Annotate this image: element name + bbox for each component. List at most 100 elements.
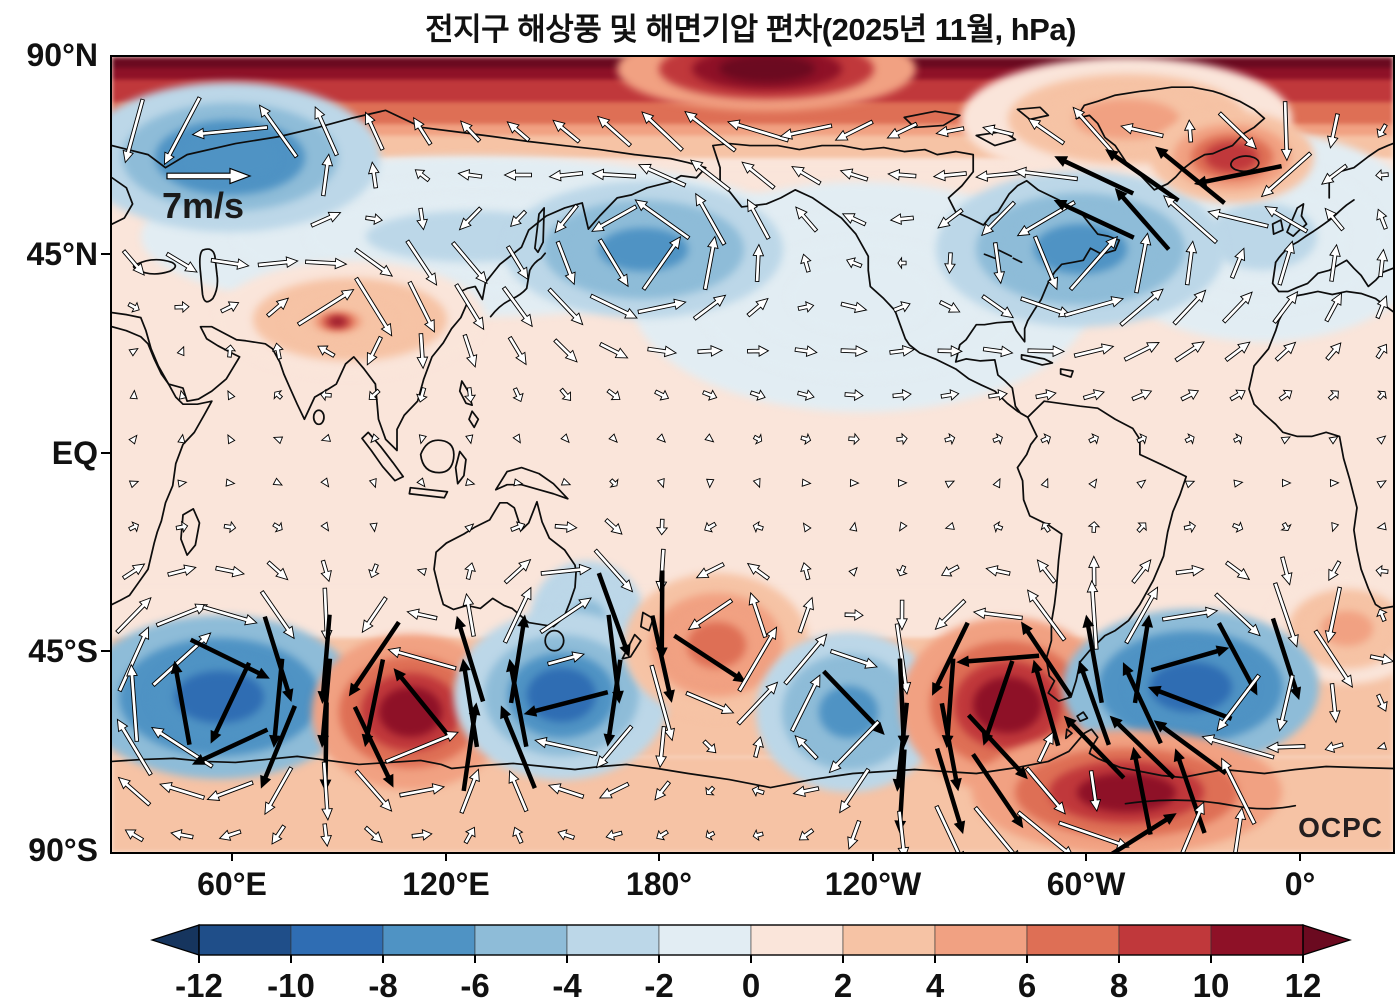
colorbar-segment [1118,924,1212,956]
wind-arrow [552,119,581,144]
wind-arrow [1270,617,1302,701]
wind-arrow [1088,770,1102,813]
wind-arrow [539,597,592,635]
wind-arrow [202,604,258,626]
wind-arrow [797,301,815,313]
colorbar-tick-label: -12 [175,967,223,1004]
lat-label-eq: EQ [51,435,98,471]
wind-arrow [1376,123,1388,138]
anomaly-contour-ring [972,676,1042,734]
wind-arrow [271,342,284,360]
wind-arrow [219,301,240,314]
lon-tick-60w [1085,852,1087,861]
wind-arrow [1063,296,1125,318]
wind-arrow [191,727,269,765]
wind-arrow [1233,806,1247,852]
wind-arrow [218,829,242,841]
wind-arrow [121,249,145,276]
wind-arrow [1184,433,1195,445]
wind-arrow [1229,389,1246,402]
wind-arrow [176,345,185,357]
lat-label-45s: 45°S [28,633,98,669]
wind-arrow [1027,118,1066,146]
wind-arrow [1325,342,1342,361]
wind-arrow [320,823,332,848]
anomaly-contour-ring [527,668,597,723]
lon-label-120e: 120°E [402,866,490,902]
wind-arrow [973,805,1019,852]
lat-label-45n: 45°N [26,236,99,272]
wind-arrow [889,345,916,357]
wind-arrow [305,257,348,270]
wind-arrow [985,565,1011,577]
wind-arrow [1369,653,1393,665]
wind-arrow [127,301,140,313]
wind-arrow [1161,606,1219,622]
wind-arrow [800,253,812,273]
wind-arrow [310,211,342,228]
wind-arrow [1077,660,1111,746]
wind-arrow [320,559,332,583]
wind-arrow [655,518,669,536]
wind-arrow [896,599,908,631]
wind-arrow [896,564,908,577]
wind-arrow [223,520,237,534]
wind-arrow [892,388,912,401]
wind-arrow [364,111,385,151]
wind-arrow [227,434,236,445]
wind-arrow [800,432,812,446]
wind-arrow [320,433,332,442]
wind-arrow [126,663,140,742]
wind-arrow [129,389,138,400]
wind-vector-field [115,96,1393,852]
wind-arrow [1134,232,1152,294]
wind-arrow [464,562,476,581]
wind-arrow [932,621,970,696]
wind-arrow [1072,106,1117,157]
colorbar-segment [934,924,1028,956]
wind-arrow [697,345,724,357]
wind-arrow [792,785,820,798]
wind-arrow [934,804,964,852]
wind-arrow [966,713,1028,780]
wind-arrow [971,752,1024,829]
wind-arrow [534,736,598,757]
wind-arrow [508,770,529,813]
wind-arrow [368,477,377,489]
wind-arrow [457,169,483,181]
wind-arrow [1040,477,1049,489]
wind-arrow [264,766,294,816]
wind-arrow [411,828,433,841]
wind-arrow [1324,741,1344,753]
wind-arrow [656,477,665,489]
wind-arrow [1329,243,1341,282]
wind-arrow [555,240,576,286]
wind-arrow [791,166,822,186]
wind-arrow [320,521,330,532]
wind-arrow [704,433,715,443]
wind-arrow [271,824,287,845]
wind-arrow [1122,662,1163,745]
wind-arrow [260,705,297,789]
wind-arrow [348,620,401,697]
wind-arrow [798,828,815,841]
wind-arrow [1376,390,1387,401]
wind-arrow [1280,521,1292,531]
wind-arrow [465,477,476,487]
colorbar-over-arrow [1302,924,1352,956]
lon-label-180: 180° [625,866,693,902]
wind-arrow [1082,389,1105,401]
colorbar-under-arrow [150,924,200,956]
wind-arrow [548,169,584,182]
wind-arrow [1040,522,1052,533]
colorbar-tick-label: -2 [644,967,673,1004]
coast-tasmania [544,629,565,652]
wind-arrow [706,478,715,489]
coast-eurasia [112,109,707,452]
wind-arrow [151,632,212,688]
wind-arrow [210,257,250,270]
wind-arrow [1328,683,1341,724]
wind-arrow [828,719,881,774]
wind-arrow [797,389,815,401]
